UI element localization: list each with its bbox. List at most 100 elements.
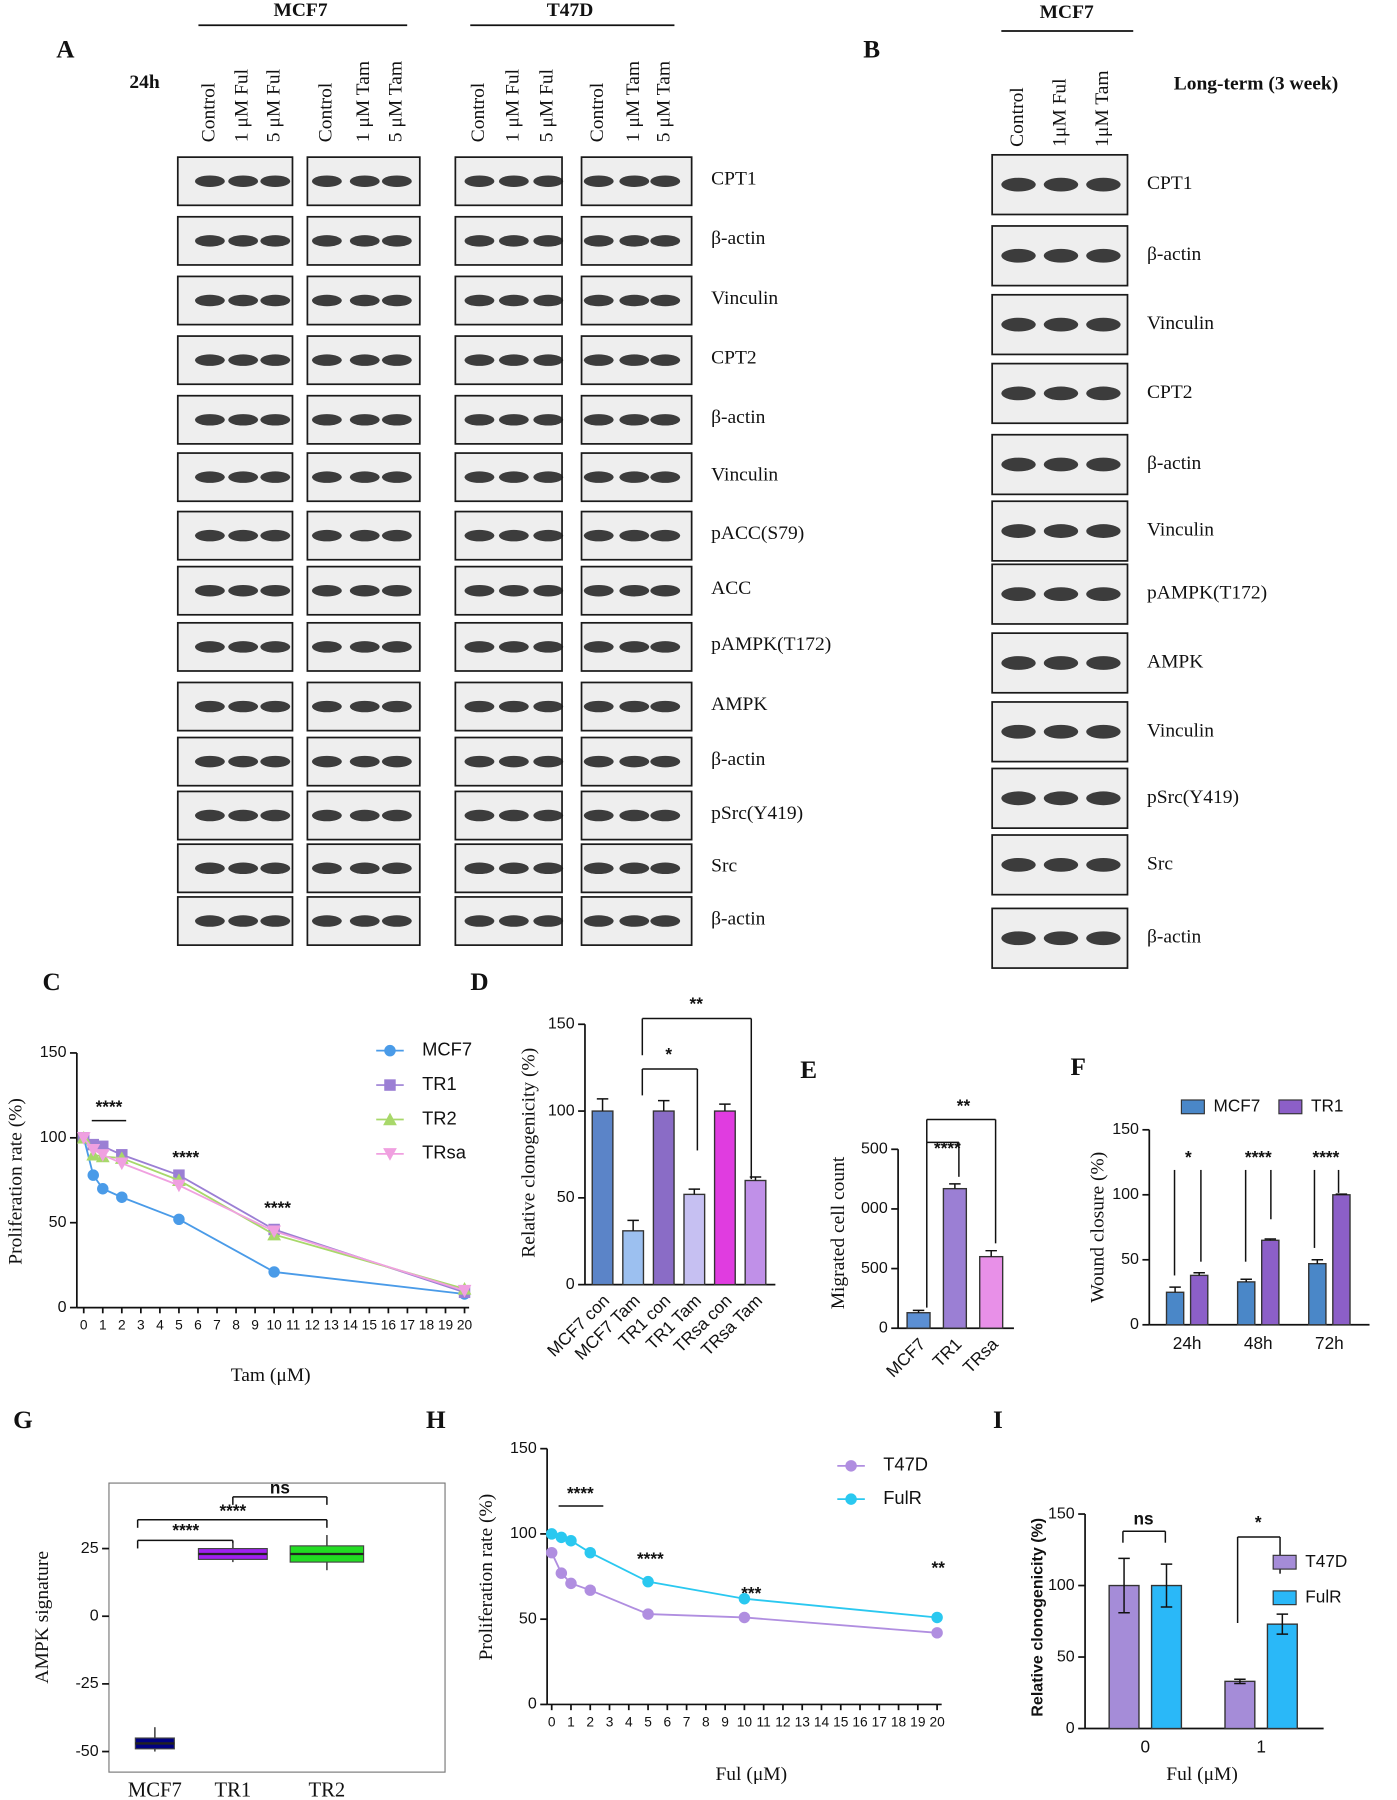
significance-label: **** <box>1245 1147 1272 1167</box>
blot-band <box>1043 317 1079 332</box>
blot-band <box>349 235 380 247</box>
y-axis-title: Proliferation rate (%) <box>476 1494 497 1661</box>
x-tick-label: 16 <box>852 1714 868 1729</box>
blot-band <box>311 755 342 768</box>
blot-band <box>619 809 650 822</box>
x-tick-label: 11 <box>286 1318 300 1333</box>
plot-frame <box>108 1482 446 1773</box>
blot-band <box>381 915 412 927</box>
blot-band <box>583 414 614 426</box>
error-bar <box>657 1099 670 1112</box>
blot-band <box>498 529 529 542</box>
blot-band <box>349 414 380 426</box>
y-tick-label: 0 <box>58 1298 67 1316</box>
blot-band <box>1043 857 1079 872</box>
blot-band <box>583 354 614 366</box>
bar <box>1165 1291 1185 1326</box>
x-tick-label: 48h <box>1244 1333 1273 1353</box>
blot-band <box>1001 248 1036 263</box>
y-tick-label: 25 <box>81 1539 99 1557</box>
blot-band <box>311 354 342 366</box>
y-tick-label: 100 <box>1112 1185 1139 1203</box>
x-tick-label: 6 <box>663 1714 671 1729</box>
blot-band <box>311 915 342 927</box>
blot-band <box>498 755 529 768</box>
protein-label: β-actin <box>711 407 766 428</box>
blot-band <box>349 915 380 927</box>
blot-band <box>381 529 412 542</box>
point <box>87 1169 99 1181</box>
blot-band <box>228 354 259 366</box>
blot-band <box>650 471 681 483</box>
protein-label: AMPK <box>1147 651 1203 672</box>
blot-band <box>228 862 259 875</box>
blot-band <box>228 414 259 426</box>
legend-label: T47D <box>883 1454 928 1475</box>
blot-band <box>311 235 342 247</box>
blot-band <box>1001 587 1036 602</box>
y-tick-label: 50 <box>1121 1250 1139 1268</box>
protein-label: CPT1 <box>1147 173 1192 194</box>
protein-label: β-actin <box>1147 927 1202 948</box>
blot-band <box>464 641 495 653</box>
x-tick-label: 2 <box>118 1318 126 1333</box>
blot-band <box>464 294 495 307</box>
blot-band <box>228 294 259 307</box>
error-bar <box>949 1183 961 1189</box>
blot-band <box>583 529 614 542</box>
x-axis-title: Tam (μM) <box>231 1365 311 1386</box>
x-tick-label: 7 <box>213 1318 221 1333</box>
protein-label: Vinculin <box>711 464 778 485</box>
point <box>267 1225 282 1239</box>
y-tick-label: 500 <box>861 1259 888 1277</box>
x-tick-label: 19 <box>438 1318 453 1333</box>
blot-band <box>619 414 650 426</box>
blot-band <box>1001 656 1036 670</box>
blot-band <box>498 294 529 307</box>
blot-band <box>583 235 614 247</box>
x-tick-label: 5 <box>644 1714 652 1729</box>
blot-band <box>381 414 412 426</box>
blot-band <box>228 235 259 247</box>
blot-band <box>498 175 529 187</box>
point <box>555 1531 568 1544</box>
blot-band <box>260 755 291 768</box>
blot-band <box>533 809 564 822</box>
y-tick-label: 100 <box>1048 1576 1075 1594</box>
x-tick-label: 5 <box>175 1318 183 1333</box>
blot-band <box>349 641 380 653</box>
blot-band <box>619 235 650 247</box>
blot-band <box>311 294 342 307</box>
y-tick-label: 100 <box>510 1524 537 1542</box>
bar <box>1261 1239 1280 1326</box>
blot-band <box>498 809 529 822</box>
lane-label: 5 μM Ful <box>264 68 285 142</box>
lane-label: Control <box>587 82 608 142</box>
blot-band <box>583 862 614 875</box>
legend-marker <box>384 1044 396 1057</box>
blot-band <box>349 294 380 307</box>
blot-band <box>194 471 225 483</box>
blot-band <box>533 641 564 653</box>
blot-band <box>583 294 614 307</box>
x-tick-label: 0 <box>548 1714 556 1729</box>
blot-band <box>619 354 650 366</box>
blot-band <box>464 584 495 597</box>
y-axis-title: Relative clonogenicity (%) <box>518 1048 539 1258</box>
blot-band <box>533 414 564 426</box>
blot-band <box>498 471 529 483</box>
point <box>268 1266 280 1278</box>
x-tick-label: 2 <box>586 1714 594 1729</box>
blot-band <box>1043 724 1079 739</box>
blot-band <box>464 915 495 927</box>
blot-band <box>1086 587 1121 602</box>
point <box>97 1183 109 1195</box>
panel-label: H <box>426 1407 446 1434</box>
point <box>738 1611 751 1624</box>
bar <box>652 1110 675 1286</box>
x-tick-label: 1 <box>567 1714 575 1729</box>
error-bar <box>1264 1238 1277 1241</box>
blot-band <box>1001 177 1036 192</box>
blot-band <box>1001 457 1036 472</box>
blot-band <box>619 755 650 768</box>
